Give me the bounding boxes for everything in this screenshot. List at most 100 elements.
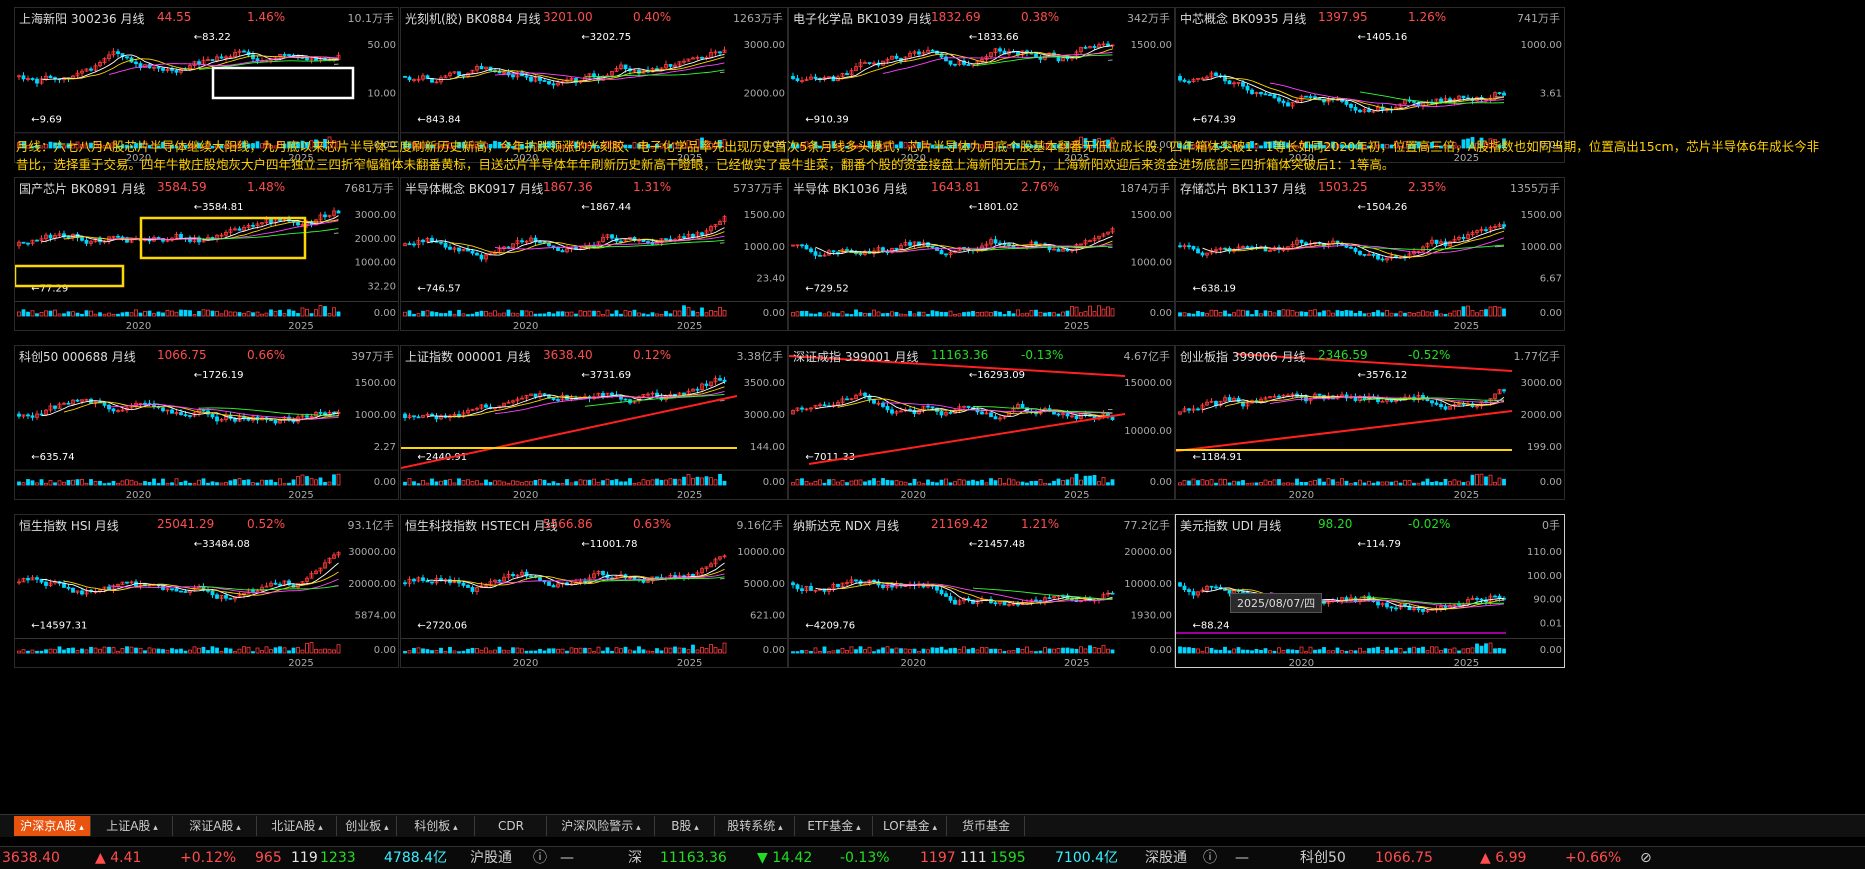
candle-body [859,253,862,254]
candle-body [954,600,957,604]
volume-bar [1237,648,1240,653]
volume-bar [27,312,30,316]
candle-body [624,65,627,69]
sz-pct: -0.13% [840,847,890,869]
volume-bar [202,146,205,148]
candle-body [27,415,30,416]
volume-bar [426,650,429,653]
volume-bar [453,314,456,316]
candle-body [1498,596,1501,598]
x-tick-label: 2020 [1289,153,1314,163]
help-icon[interactable]: ⓘ [1203,847,1217,869]
volume-bar [895,145,898,148]
market-tab[interactable]: 沪深京A股 ▴ [14,816,91,836]
candle-body [792,76,795,78]
market-tab[interactable]: ETF基金 ▴ [796,816,873,836]
market-tab[interactable]: 沪深风险警示 ▴ [548,816,655,836]
candle-body [796,585,799,589]
market-tab[interactable]: 科创板 ▴ [398,816,475,836]
volume-bar [846,650,849,653]
candle-body [171,589,174,590]
low-marker: ←674.39 [1193,115,1236,126]
volume-bar [810,483,813,485]
volume-bar [166,650,169,653]
volume-bar [1395,481,1398,485]
market-tab[interactable]: 货币基金 [948,816,1025,836]
volume: 1355万手 [1510,180,1560,196]
kline-chart[interactable]: 1500.001000.006.670.002025←1504.26←638.1… [1176,178,1565,331]
volume-bar [503,145,506,148]
market-tab[interactable]: 创业板 ▴ [338,816,397,836]
volume-bar [954,142,957,148]
dropdown-icon[interactable]: ⊘ [1640,847,1652,869]
change-pct: -0.52% [1408,348,1450,362]
market-tab[interactable]: 北证A股 ▴ [258,816,337,836]
volume-bar [660,651,663,653]
volume-bar [1278,142,1281,148]
volume-bar [651,313,654,316]
kline-chart[interactable]: 30000.0020000.005874.000.002025←33484.08… [15,515,399,668]
help-icon[interactable]: ⓘ [533,847,547,869]
volume-bar [1494,649,1497,653]
volume-bar [954,314,957,316]
volume-bar [1377,647,1380,653]
market-tab[interactable]: 股转系统 ▴ [716,816,795,836]
volume-bar [503,313,506,316]
volume-bar [855,480,858,485]
y-tick-label: 3.61 [1540,88,1562,99]
volume-bar [1287,143,1290,148]
market-tab[interactable]: 深证A股 ▴ [174,816,257,836]
volume-bar [40,651,43,653]
y-tick-label: 144.00 [750,442,785,453]
candle-body [180,234,183,238]
candle-body [297,222,300,224]
y-tick-label: 6.67 [1540,274,1562,285]
high-marker: ←3584.81 [194,202,244,213]
hgt-label[interactable]: 沪股通 [470,847,512,869]
market-tab[interactable]: 上证A股 ▴ [92,816,173,836]
volume-bar [256,648,259,653]
sgt-label[interactable]: 深股通 [1145,847,1187,869]
market-tab[interactable]: B股 ▴ [656,816,715,836]
volume-bar [855,145,858,148]
volume-bar [792,312,795,316]
last-price: 3584.59 [157,180,207,194]
market-tab[interactable]: LOF基金 ▴ [874,816,947,836]
change-pct: 2.35% [1408,180,1446,194]
volume-bar [1453,143,1456,148]
candle-body [940,250,943,253]
volume-bar [40,146,43,148]
volume-bar [534,314,537,316]
market-tab[interactable]: CDR [476,816,547,836]
